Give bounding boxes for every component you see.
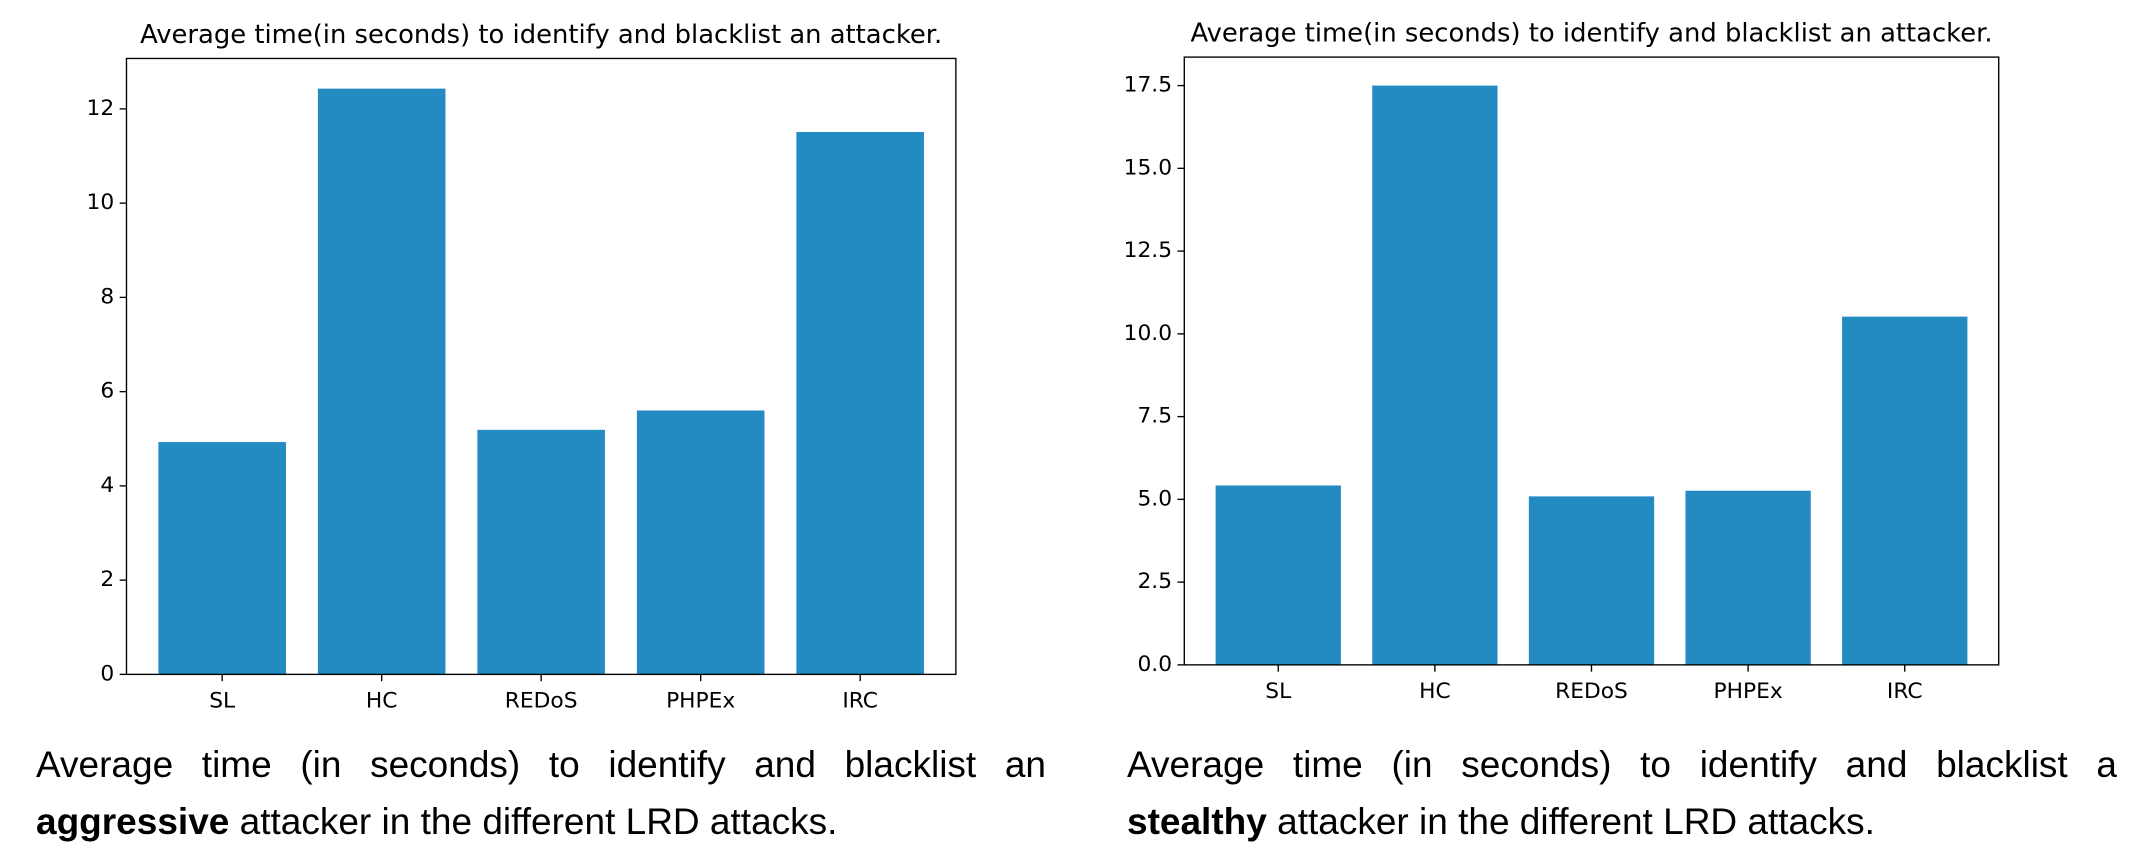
caption: Average time (in seconds) to identify an…: [1127, 736, 2117, 850]
y-tick-label: 7.5: [1137, 404, 1172, 429]
chart-title: Average time(in seconds) to identify and…: [1190, 18, 1992, 48]
x-tick-label: HC: [1419, 679, 1451, 704]
y-tick-label: 0: [100, 661, 114, 686]
y-tick-label: 12: [87, 96, 115, 121]
bar: [317, 88, 446, 675]
caption-text: Average time (in seconds) to identify an…: [1127, 744, 2117, 785]
caption-text: attacker in the different LRD attacks.: [1277, 801, 1875, 842]
bar: [1372, 85, 1498, 665]
y-tick-label: 15.0: [1124, 155, 1172, 180]
plot-frame: [125, 57, 957, 676]
x-tick-label: SL: [1265, 679, 1291, 704]
x-tick-label: SL: [209, 689, 235, 714]
y-tick-label: 4: [100, 473, 114, 498]
bar: [1842, 316, 1968, 665]
y-tick-label: 2.5: [1137, 569, 1172, 594]
caption-text: Average time (in seconds) to identify an…: [36, 744, 1046, 785]
bar: [1528, 496, 1655, 665]
bar: [1685, 490, 1811, 665]
y-tick-label: 10: [87, 190, 115, 215]
y-tick-label: 10.0: [1124, 321, 1172, 346]
y-tick-label: 0.0: [1137, 652, 1172, 677]
x-tick-label: PHPEx: [666, 689, 735, 714]
caption: Average time (in seconds) to identify an…: [36, 736, 1046, 850]
y-tick-label: 8: [100, 284, 114, 309]
x-tick-label: HC: [366, 689, 398, 714]
bar: [796, 131, 924, 675]
caption-emphasis: aggressive: [36, 801, 230, 842]
y-tick-label: 17.5: [1124, 73, 1172, 98]
x-tick-label: IRC: [1887, 679, 1923, 704]
y-tick-label: 5.0: [1137, 486, 1172, 511]
y-tick-label: 12.5: [1124, 238, 1172, 263]
x-tick-label: IRC: [842, 689, 878, 714]
x-tick-label: REDoS: [1555, 679, 1628, 704]
bar: [158, 442, 286, 675]
bar: [477, 429, 605, 675]
y-tick-label: 6: [100, 379, 114, 404]
x-tick-label: PHPEx: [1714, 679, 1783, 704]
x-tick-label: REDoS: [505, 689, 578, 714]
bar: [636, 410, 765, 675]
plot-frame: [1183, 56, 2000, 666]
chart-title: Average time(in seconds) to identify and…: [140, 20, 942, 50]
caption-text: attacker in the different LRD attacks.: [239, 801, 838, 842]
bar: [1215, 485, 1341, 665]
y-tick-label: 2: [100, 567, 114, 592]
caption-emphasis: stealthy: [1127, 801, 1267, 842]
